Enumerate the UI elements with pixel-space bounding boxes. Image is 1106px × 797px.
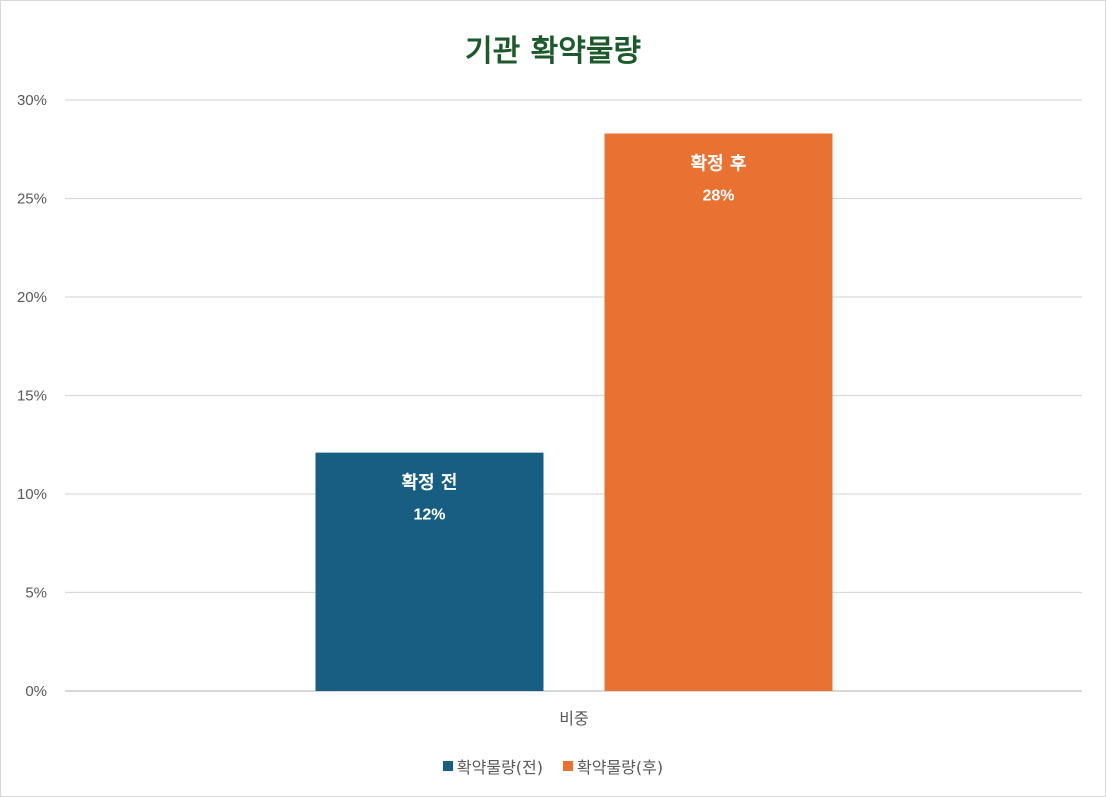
y-tick-label: 15% <box>17 388 47 405</box>
legend-swatch-after <box>563 761 573 771</box>
bar <box>604 133 833 692</box>
y-tick-label: 0% <box>25 683 47 700</box>
legend-swatch-before <box>442 761 453 771</box>
legend: 확약물량(전) 확약물량(후) <box>0 754 1106 778</box>
data-label-value: 28% <box>702 187 734 204</box>
legend-item-after: 확약물량(후) <box>563 754 663 778</box>
y-tick-label: 20% <box>17 289 47 306</box>
data-label-value: 12% <box>413 507 445 524</box>
legend-label-before: 확약물량(전) <box>456 758 543 777</box>
y-tick-label: 5% <box>25 585 47 602</box>
y-tick-label: 30% <box>17 92 47 109</box>
y-tick-label: 10% <box>17 486 47 503</box>
legend-label-after: 확약물량(후) <box>577 758 664 777</box>
legend-item-before: 확약물량(전) <box>442 754 543 778</box>
bar <box>315 452 544 691</box>
chart-title: 기관 확약물량 <box>464 34 642 69</box>
data-label-name: 확정 후 <box>691 153 747 174</box>
x-category-label: 비중 <box>559 709 588 728</box>
y-tick-label: 25% <box>17 191 47 208</box>
data-label-name: 확정 전 <box>402 473 458 494</box>
